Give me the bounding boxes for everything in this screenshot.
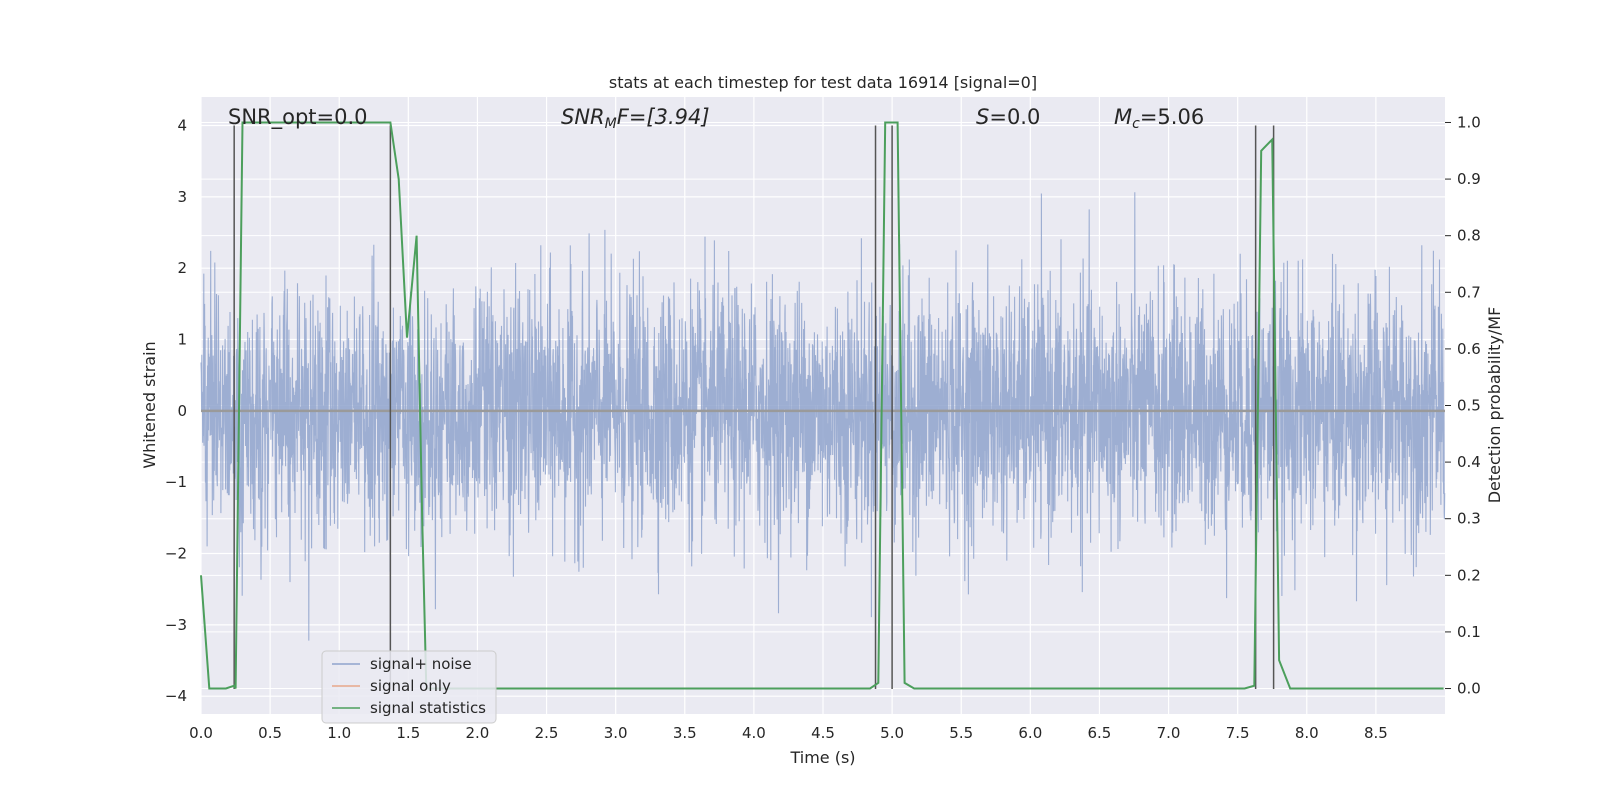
y-right-tick-label: 0.4: [1457, 453, 1481, 471]
y-tick-labels: −4 −3 −2 −1 0 1 2 3 4: [165, 117, 187, 706]
x-axis-label: Time (s): [789, 748, 855, 767]
legend-label-signal-statistics: signal statistics: [370, 699, 486, 717]
annotation-snr-opt: SNR_opt=0.0: [228, 105, 368, 130]
y-right-tick-label: 0.9: [1457, 170, 1481, 188]
annotation-s: S=0.0: [976, 105, 1040, 129]
y-right-tick-label: 1.0: [1457, 113, 1481, 131]
annotation-mc: Mc=5.06: [1114, 105, 1204, 132]
x-tick-label: 8.5: [1364, 724, 1388, 742]
y-right-tick-label: 0.6: [1457, 340, 1481, 358]
x-tick-label: 2.0: [466, 724, 490, 742]
y-tick-label: 3: [177, 188, 187, 206]
legend-label-signal-only: signal only: [370, 677, 451, 695]
y-right-axis-label: Detection probability/MF: [1485, 307, 1504, 504]
annotation-s-value: =0.0: [989, 105, 1040, 129]
y-right-tick-label: 0.1: [1457, 623, 1481, 641]
annotation-snr-mf-sub: M: [605, 116, 617, 132]
y-right-tick-label: 0.5: [1457, 397, 1481, 415]
stats-series: [200, 121, 1444, 690]
legend-label-signal-noise: signal+ noise: [370, 655, 472, 673]
legend: signal+ noise signal only signal statist…: [321, 650, 497, 724]
x-tick-label: 7.5: [1226, 724, 1250, 742]
x-tick-label: 3.5: [673, 724, 697, 742]
y-right-tick-label: 0.8: [1457, 227, 1481, 245]
statistics-line: [200, 121, 1444, 690]
y-right-tick-label: 0.7: [1457, 283, 1481, 301]
x-tick-label: 5.5: [949, 724, 973, 742]
y-tick-label: 0: [177, 402, 187, 420]
x-tick-label: 4.0: [742, 724, 766, 742]
annotation-mc-base: M: [1114, 105, 1132, 129]
y-tick-label: −2: [165, 545, 187, 563]
x-tick-label: 4.5: [811, 724, 835, 742]
noise-line: [200, 192, 1446, 641]
x-tick-label: 0.0: [189, 724, 213, 742]
y-tick-label: −3: [165, 616, 187, 634]
y-right-tick-labels: 0.0 0.1 0.2 0.3 0.4 0.5 0.6 0.7 0.8 0.9 1.0: [1445, 113, 1481, 698]
legend-box: [321, 650, 497, 724]
y-tick-label: 1: [177, 331, 187, 349]
x-tick-label: 3.0: [604, 724, 628, 742]
annotation-snr-mf-base: SNR: [561, 105, 605, 129]
x-tick-label: 6.0: [1018, 724, 1042, 742]
annotation-mc-sub: c: [1132, 116, 1140, 132]
y-tick-label: 2: [177, 259, 187, 277]
noise-series: [200, 192, 1446, 641]
annotation-s-symbol: S: [976, 105, 989, 129]
x-tick-label: 8.0: [1295, 724, 1319, 742]
annotation-snr-mf-tail: F=[3.94]: [617, 105, 710, 129]
chart-title: stats at each timestep for test data 169…: [609, 73, 1037, 92]
y-tick-label: −4: [165, 687, 187, 705]
x-tick-labels: 0.0 0.5 1.0 1.5 2.0 2.5 3.0 3.5 4.0 4.5 5.0 5.5 6.0 6…: [189, 724, 1388, 742]
y-right-tick-label: 0.3: [1457, 510, 1481, 528]
y-axis-label: Whitened strain: [140, 341, 159, 468]
x-tick-label: 1.5: [396, 724, 420, 742]
x-tick-label: 6.5: [1088, 724, 1112, 742]
y-tick-label: 4: [177, 117, 187, 135]
x-tick-label: 7.0: [1157, 724, 1181, 742]
annotation-snr-mf: SNRMF=[3.94]: [561, 105, 710, 132]
y-tick-label: −1: [165, 473, 187, 491]
y-right-tick-label: 0.2: [1457, 566, 1481, 584]
x-tick-label: 1.0: [327, 724, 351, 742]
x-tick-label: 5.0: [880, 724, 904, 742]
annotation-mc-value: =5.06: [1140, 105, 1204, 129]
x-tick-label: 2.5: [535, 724, 559, 742]
y-right-tick-label: 0.0: [1457, 680, 1481, 698]
x-tick-label: 0.5: [258, 724, 282, 742]
